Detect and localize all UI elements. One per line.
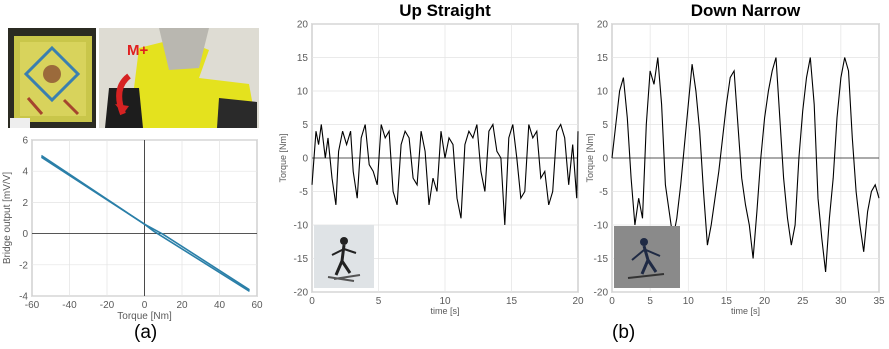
y-tick-label: 10	[597, 87, 609, 98]
data-line-1	[611, 57, 880, 272]
y-tick-label: 15	[597, 53, 609, 64]
x-tick-label: 5	[376, 296, 382, 307]
x-tick-label: 0	[309, 296, 315, 307]
y-tick-label: -15	[294, 254, 309, 265]
x-tick-label: -60	[25, 300, 40, 311]
y-tick-label: 0	[302, 154, 308, 165]
x-tick-label: 40	[214, 300, 226, 311]
x-tick-label: 20	[572, 296, 584, 307]
y-axis-label: Torque [Nm]	[585, 133, 595, 182]
y-tick-label: -5	[299, 187, 308, 198]
y-tick-label: -10	[594, 221, 609, 232]
panel-label-b: (b)	[612, 322, 636, 343]
y-tick-label: 10	[297, 87, 309, 98]
skier-inset-up	[314, 225, 374, 288]
y-tick-label: 5	[602, 120, 608, 131]
y-tick-label: 4	[22, 167, 28, 178]
x-axis-label: time [s]	[430, 306, 459, 316]
y-tick-label: 20	[297, 20, 309, 31]
y-tick-label: 15	[297, 53, 309, 64]
y-tick-label: -2	[19, 260, 28, 271]
sensor-photo-drawing	[10, 36, 92, 128]
y-tick-label: 6	[22, 136, 28, 147]
y-axis-label: Bridge output [mV/V]	[2, 172, 13, 264]
y-tick-label: 0	[22, 229, 28, 240]
x-axis-label: time [s]	[731, 306, 760, 316]
x-tick-label: 30	[835, 296, 847, 307]
x-tick-label: 35	[873, 296, 885, 307]
x-tick-label: -40	[62, 300, 77, 311]
y-tick-label: -5	[599, 187, 608, 198]
y-tick-label: -20	[294, 288, 309, 299]
x-tick-label: 10	[683, 296, 695, 307]
boot-photo: M+	[99, 28, 259, 128]
skier-inset-down	[614, 226, 680, 288]
x-tick-label: 15	[721, 296, 733, 307]
sensor-photo	[8, 28, 96, 128]
x-tick-label: -20	[100, 300, 115, 311]
x-tick-label: 0	[609, 296, 615, 307]
skier-down-drawing	[614, 226, 680, 288]
y-tick-label: -20	[594, 288, 609, 299]
y-axis-label: Torque [Nm]	[278, 133, 288, 182]
x-tick-label: 0	[142, 300, 148, 311]
x-tick-label: 25	[797, 296, 809, 307]
moment-label: M+	[127, 42, 149, 59]
y-tick-label: 20	[597, 20, 609, 31]
y-tick-label: -10	[294, 221, 309, 232]
y-tick-label: 5	[302, 120, 308, 131]
x-tick-label: 10	[439, 296, 451, 307]
x-tick-label: 20	[759, 296, 771, 307]
data-line-2	[40, 156, 250, 292]
y-tick-label: -15	[594, 254, 609, 265]
x-tick-label: 20	[176, 300, 188, 311]
x-tick-label: 15	[506, 296, 518, 307]
y-tick-label: 2	[22, 198, 28, 209]
skier-up-drawing	[314, 225, 374, 288]
y-tick-label: 0	[602, 154, 608, 165]
x-tick-label: 60	[251, 300, 263, 311]
x-tick-label: 5	[647, 296, 653, 307]
data-line-1	[311, 122, 579, 226]
y-tick-label: -4	[19, 292, 28, 303]
x-axis-label: Torque [Nm]	[117, 311, 172, 322]
chart-title: Up Straight	[399, 1, 491, 20]
boot-photo-drawing	[99, 28, 259, 128]
chart-title: Down Narrow	[691, 1, 801, 20]
panel-label-a: (a)	[134, 322, 158, 343]
